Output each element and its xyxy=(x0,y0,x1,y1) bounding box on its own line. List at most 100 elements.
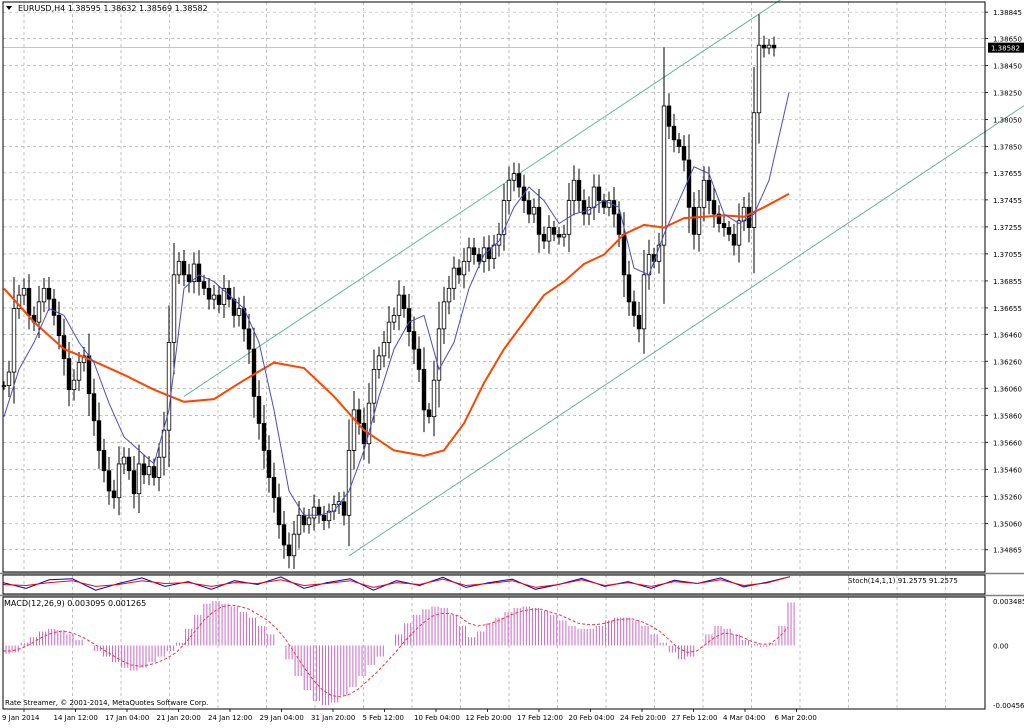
candle-body xyxy=(496,233,502,246)
candle-body xyxy=(86,355,92,395)
stoch-indicator-label: Stoch(14,1,1) 91.2575 91.2575 xyxy=(848,577,958,585)
candle-body xyxy=(761,44,767,49)
x-tick-label: 24 Feb 20:00 xyxy=(620,714,666,722)
y-tick-label: 1.35260 xyxy=(993,493,1022,501)
candle-body xyxy=(676,139,682,147)
candle-body xyxy=(341,501,347,516)
candle-body xyxy=(386,321,392,343)
candle-body xyxy=(751,112,757,228)
macd-y-tick-label: -0.004568 xyxy=(993,702,1024,710)
candle-body xyxy=(456,267,462,276)
candle-body xyxy=(611,200,617,215)
y-tick-label: 1.36060 xyxy=(993,385,1022,393)
x-tick-label: 27 Feb 12:00 xyxy=(672,714,718,722)
candle-body xyxy=(186,274,192,282)
candle-body xyxy=(556,233,562,238)
y-tick-label: 1.38050 xyxy=(993,117,1022,125)
candle-body xyxy=(581,200,587,215)
candle-body xyxy=(431,379,437,418)
ma-fast-line xyxy=(3,92,790,516)
candle-body xyxy=(306,517,312,526)
candle-body xyxy=(21,287,27,296)
panel-frames xyxy=(0,1,1024,710)
candle-body xyxy=(591,186,597,208)
x-tick-label: 5 Feb 12:00 xyxy=(363,714,404,722)
macd-y-tick-label: 0.00 xyxy=(993,642,1009,650)
macd-y-tick-label: 0.003485 xyxy=(993,598,1024,606)
candle-body xyxy=(346,450,352,516)
candle-body xyxy=(156,456,162,478)
candle-body xyxy=(661,105,667,246)
moving-averages xyxy=(3,92,790,516)
candle-body xyxy=(276,497,282,526)
candle-body xyxy=(421,368,427,411)
panel-frame xyxy=(2,1,986,573)
x-tick-label: 31 Jan 20:00 xyxy=(311,714,355,722)
candle-body xyxy=(671,125,677,141)
candle-body xyxy=(681,146,687,161)
candle-body xyxy=(271,477,277,499)
y-tick-label: 1.34865 xyxy=(993,547,1022,555)
candle-body xyxy=(471,247,477,255)
candle-body xyxy=(191,263,197,282)
candle-body xyxy=(501,200,507,235)
candle-body xyxy=(596,186,602,201)
x-tick-label: 17 Feb 12:00 xyxy=(517,714,563,722)
x-tick-label: 17 Jan 04:00 xyxy=(105,714,149,722)
candle-body xyxy=(416,348,422,370)
y-tick-label: 1.35660 xyxy=(993,439,1022,447)
grid-lines xyxy=(3,2,985,709)
y-tick-label: 1.37055 xyxy=(993,251,1022,259)
y-tick-label: 1.36855 xyxy=(993,278,1022,286)
copyright-label: Rate Streamer, © 2001-2014, MetaQuotes S… xyxy=(5,699,208,707)
candle-body xyxy=(426,409,432,418)
candle-body xyxy=(221,287,227,305)
y-tick-label: 1.37850 xyxy=(993,144,1022,152)
y-tick-label: 1.36260 xyxy=(993,358,1022,366)
current-price-marker xyxy=(988,42,1024,53)
candle-body xyxy=(296,514,302,535)
candle-body xyxy=(181,260,187,276)
candle-body xyxy=(731,233,737,246)
x-tick-label: 4 Mar 04:00 xyxy=(723,714,765,722)
candle-body xyxy=(216,294,222,305)
symbol-info-label: EURUSD,H4 1.38595 1.38632 1.38569 1.3858… xyxy=(18,4,208,13)
candle-body xyxy=(211,294,217,300)
candle-body xyxy=(176,260,182,276)
candle-body xyxy=(366,402,372,445)
candle-body xyxy=(286,544,292,557)
candle-body xyxy=(81,355,87,364)
y-tick-label: 1.38450 xyxy=(993,62,1022,70)
y-tick-label: 1.37255 xyxy=(993,224,1022,232)
candle-body xyxy=(626,274,632,303)
stoch-signal-line xyxy=(2,576,791,588)
candle-body xyxy=(46,287,52,300)
candle-body xyxy=(281,524,287,546)
candle-body xyxy=(71,379,77,391)
candle-body xyxy=(516,173,522,188)
candle-body xyxy=(136,463,142,495)
candle-body xyxy=(686,159,692,208)
candle-body xyxy=(201,281,207,289)
candle-body xyxy=(561,233,567,238)
candle-body xyxy=(706,179,712,201)
candle-body xyxy=(66,358,72,391)
y-tick-label: 1.38845 xyxy=(993,9,1022,17)
y-tick-label: 1.38650 xyxy=(993,35,1022,43)
candle-body xyxy=(311,506,317,519)
candle-body xyxy=(151,466,157,478)
candle-body xyxy=(396,294,402,316)
macd-indicator-label: MACD(12,26,9) 0.003095 0.001265 xyxy=(4,599,146,608)
candle-body xyxy=(361,423,367,445)
candle-body xyxy=(326,510,332,522)
stochastic-panel xyxy=(2,576,791,591)
panel-frame xyxy=(2,596,986,710)
candle-body xyxy=(236,308,242,316)
current-price-label: 1.38582 xyxy=(991,45,1020,53)
y-tick-label: 1.36655 xyxy=(993,305,1022,313)
candle-body xyxy=(771,44,777,49)
candle-body xyxy=(351,409,357,451)
x-tick-label: 12 Feb 20:00 xyxy=(466,714,512,722)
